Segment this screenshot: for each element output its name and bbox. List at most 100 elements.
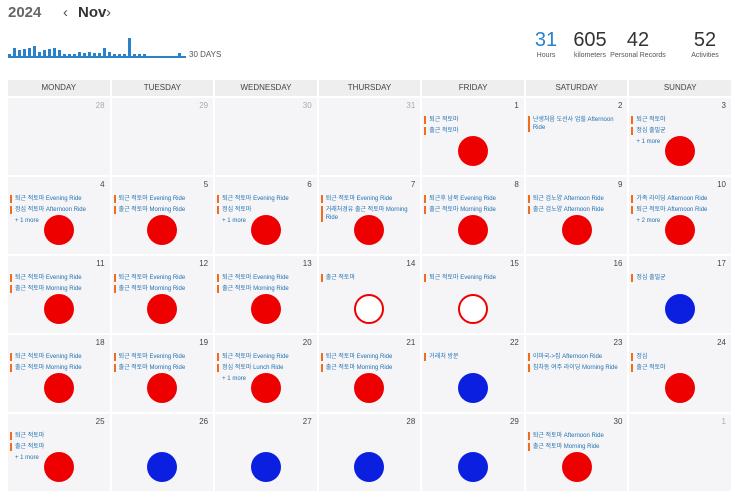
calendar-day[interactable]: 1: [629, 414, 731, 491]
activity-link[interactable]: 출근 적토마 Morning Ride: [113, 364, 210, 372]
calendar-day[interactable]: 17 정심 출밀균: [629, 256, 731, 333]
calendar-day[interactable]: 9 퇴근 검노양 Afternoon Ride 출근 검노양 Afternoon R…: [525, 177, 628, 254]
calendar-day[interactable]: 12 퇴근 적토마 Evening Ride 출근 적토마 Morning Ride: [111, 256, 214, 333]
activity-link[interactable]: 퇴근 적토마: [424, 116, 520, 124]
activity-link[interactable]: 출근 적토마: [320, 274, 417, 282]
activity-link[interactable]: 정심 출밀균: [631, 274, 727, 282]
day-number: 4: [100, 180, 105, 189]
calendar-day[interactable]: 28: [318, 414, 421, 491]
activity-link[interactable]: 정심 적토마 Lunch Ride: [217, 364, 313, 372]
calendar-day[interactable]: 29: [111, 98, 214, 175]
activity-link[interactable]: 정심 적토마: [217, 206, 313, 214]
calendar-day[interactable]: 11 퇴근 적토마 Evening Ride 출근 적토마 Morning Ride: [8, 256, 110, 333]
activity-link[interactable]: 퇴근 적토마 Evening Ride: [424, 274, 520, 282]
activity-link[interactable]: 퇴근 적토마 Afternoon Ride: [527, 432, 624, 440]
weekday-thursday: THURSDAY: [318, 80, 421, 96]
activity-link[interactable]: 출근 적토마: [10, 443, 106, 451]
activity-link[interactable]: 출근 검노양 Afternoon Ride: [527, 206, 624, 214]
activity-link[interactable]: 정심 적토마 Afternoon Ride: [10, 206, 106, 214]
activity-link[interactable]: 출근 적토마: [631, 364, 727, 372]
calendar-day[interactable]: 21 퇴근 적토마 Evening Ride 출근 적토마 Morning Ride: [318, 335, 421, 412]
calendar-day[interactable]: 16: [525, 256, 628, 333]
calendar-day[interactable]: 20 퇴근 적토마 Evening Ride 정심 적토마 Lunch Ride + …: [215, 335, 317, 412]
calendar-day[interactable]: 3 퇴근 적토마 정심 출밀균 + 1 more: [629, 98, 731, 175]
activity-link[interactable]: 이마국->집 Afternoon Ride: [527, 353, 624, 361]
more-activities-link[interactable]: + 1 more: [636, 139, 661, 145]
activity-link[interactable]: 출근 적토마 Morning Ride: [217, 285, 313, 293]
calendar-day[interactable]: 30 퇴근 적토마 Afternoon Ride 출근 적토마 Morning Ri…: [525, 414, 628, 491]
calendar-day[interactable]: 6 퇴근 적토마 Evening Ride 정심 적토마 + 1 more: [215, 177, 317, 254]
calendar-day[interactable]: 2 난생처음 도선사 업힐 Afternoon Ride: [525, 98, 628, 175]
sparkline-bar: [143, 54, 146, 58]
calendar-day[interactable]: 22 거래처 방문: [422, 335, 524, 412]
calendar-day[interactable]: 30: [215, 98, 317, 175]
calendar-day[interactable]: 24 정심 출근 적토마: [629, 335, 731, 412]
stat-value: 605: [573, 29, 607, 51]
activity-link[interactable]: 출근 적토마 Morning Ride: [10, 285, 106, 293]
chevron-left-icon[interactable]: ‹: [63, 4, 68, 21]
activity-link[interactable]: 정심: [631, 353, 727, 361]
activity-link[interactable]: 퇴근 적토마 Evening Ride: [320, 195, 417, 203]
activity-link[interactable]: 퇴근 적토마 Evening Ride: [113, 274, 210, 282]
calendar-day[interactable]: 25 퇴근 적토마 출근 적토마 + 1 more: [8, 414, 110, 491]
activity-link[interactable]: 출근 적토마 Morning Ride: [320, 364, 417, 372]
activity-link[interactable]: 침차동 여주 라이딩 Morning Ride: [527, 364, 624, 372]
calendar-day[interactable]: 1 퇴근 적토마 출근 적토마: [422, 98, 524, 175]
calendar-day[interactable]: 19 퇴근 적토마 Evening Ride 출근 적토마 Morning Ride: [111, 335, 214, 412]
more-activities-link[interactable]: + 1 more: [222, 218, 246, 224]
activity-link[interactable]: 퇴근 적토마: [631, 116, 727, 124]
more-activities-link[interactable]: + 2 more: [636, 218, 661, 224]
activity-link[interactable]: 퇴근 적토마 Evening Ride: [113, 353, 210, 361]
stat-activities: 52 Activities: [665, 28, 743, 59]
activity-link[interactable]: 출근 적토마 Morning Ride: [424, 206, 520, 214]
calendar-day[interactable]: 28: [8, 98, 110, 175]
activity-link[interactable]: 출근 적토마 Morning Ride: [527, 443, 624, 451]
activity-link[interactable]: 출근 적토마 Morning Ride: [10, 364, 106, 372]
calendar-day[interactable]: 26: [111, 414, 214, 491]
activity-link[interactable]: 퇴근 적토마 Evening Ride: [10, 353, 106, 361]
activity-link[interactable]: 거래처경유 출근 적토마 Morning Ride: [320, 206, 417, 222]
calendar-day[interactable]: 29: [422, 414, 524, 491]
more-activities-link[interactable]: + 1 more: [15, 455, 39, 461]
activity-link[interactable]: 퇴근 적토마 Evening Ride: [113, 195, 210, 203]
chevron-right-icon[interactable]: ›: [106, 4, 111, 21]
activity-link[interactable]: 퇴근 적토마 Evening Ride: [217, 274, 313, 282]
blue-dot-marker: [250, 452, 281, 482]
day-number: 9: [617, 180, 623, 189]
activity-link[interactable]: 퇴근 적토마 Evening Ride: [217, 195, 313, 203]
activity-link[interactable]: 퇴근 적토마 Evening Ride: [217, 353, 313, 361]
calendar-day[interactable]: 10 가족 라이딩 Afternoon Ride 퇴근 적토마 Afternoon …: [629, 177, 731, 254]
sparkline-bar: [163, 56, 166, 58]
activity-link[interactable]: 정심 출밀균: [631, 127, 727, 135]
event-list: 정심 출밀균: [631, 274, 727, 285]
more-activities-link[interactable]: + 1 more: [15, 218, 39, 224]
calendar-day[interactable]: 7 퇴근 적토마 Evening Ride 거래처경유 출근 적토마 Morning…: [318, 177, 421, 254]
activity-link[interactable]: 출근 적토마: [424, 127, 520, 135]
activity-link[interactable]: 퇴근 검노양 Afternoon Ride: [527, 195, 624, 203]
activity-link[interactable]: 거래처 방문: [424, 353, 520, 361]
activity-link[interactable]: 퇴근 적토마 Evening Ride: [320, 353, 417, 361]
activity-link[interactable]: 퇴근 적토마 Evening Ride: [10, 195, 106, 203]
calendar-day[interactable]: 23 이마국->집 Afternoon Ride 침차동 여주 라이딩 Mornin…: [525, 335, 628, 412]
activity-link[interactable]: 가족 라이딩 Afternoon Ride: [631, 195, 727, 203]
more-activities-link[interactable]: + 1 more: [222, 376, 246, 382]
calendar-day[interactable]: 8 퇴근후 남북 Evening Ride 출근 적토마 Morning Ride: [422, 177, 524, 254]
calendar-day[interactable]: 14 출근 적토마: [318, 256, 421, 333]
calendar-day[interactable]: 27: [215, 414, 317, 491]
calendar-day[interactable]: 18 퇴근 적토마 Evening Ride 출근 적토마 Morning Ride: [8, 335, 110, 412]
activity-link[interactable]: 난생처음 도선사 업힐 Afternoon Ride: [527, 116, 624, 132]
sparkline-bar: [83, 53, 86, 58]
calendar-day[interactable]: 4 퇴근 적토마 Evening Ride 정심 적토마 Afternoon Rid…: [8, 177, 110, 254]
calendar-day[interactable]: 31: [318, 98, 421, 175]
activity-link[interactable]: 퇴근 적토마 Afternoon Ride: [631, 206, 727, 214]
sparkline-range-label: 30 DAYS: [189, 50, 222, 59]
activity-link[interactable]: 출근 적토마 Morning Ride: [113, 285, 210, 293]
calendar-day[interactable]: 13 퇴근 적토마 Evening Ride 출근 적토마 Morning Ride: [215, 256, 317, 333]
activity-link[interactable]: 퇴근 적토마 Evening Ride: [10, 274, 106, 282]
activity-link[interactable]: 퇴근 적토마: [10, 432, 106, 440]
calendar-day[interactable]: 15 퇴근 적토마 Evening Ride: [422, 256, 524, 333]
calendar-day[interactable]: 5 퇴근 적토마 Evening Ride 출근 적토마 Morning Ride: [111, 177, 214, 254]
activity-link[interactable]: 퇴근후 남북 Evening Ride: [424, 195, 520, 203]
activity-link[interactable]: 출근 적토마 Morning Ride: [113, 206, 210, 214]
